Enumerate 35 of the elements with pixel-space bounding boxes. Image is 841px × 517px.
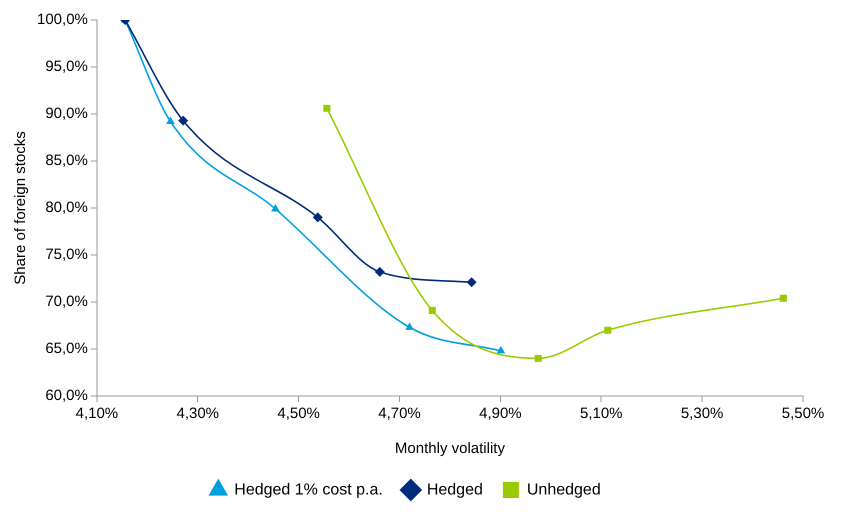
y-axis-title: Share of foreign stocks <box>12 131 30 285</box>
x-tick-label: 5,30% <box>680 405 724 422</box>
point <box>178 116 188 126</box>
point <box>405 322 414 330</box>
y-tick-label: 65,0% <box>45 340 88 358</box>
y-tick-label: 95,0% <box>45 58 88 76</box>
point <box>496 346 506 354</box>
x-tick-label: 5,10% <box>580 405 623 422</box>
legend-label: Hedged <box>426 481 483 498</box>
x-axis-title: Monthly volatility <box>394 440 506 458</box>
x-tick-label: 4,70% <box>378 405 421 422</box>
point <box>428 306 436 314</box>
legend-label: Hedged 1% cost p.a. <box>234 481 383 498</box>
y-tick-label: 80,0% <box>45 199 88 216</box>
point <box>323 104 330 112</box>
point <box>312 212 323 222</box>
point <box>166 116 175 124</box>
y-tick-label: 70,0% <box>45 293 88 310</box>
point <box>604 326 612 334</box>
x-tick-label: 5,50% <box>782 405 824 422</box>
point <box>534 354 542 362</box>
y-tick-label: 100,0% <box>37 11 88 28</box>
point <box>466 277 477 288</box>
legend-label: Unhedged <box>526 481 601 498</box>
y-tick-label: 85,0% <box>45 152 88 170</box>
point <box>271 204 280 212</box>
y-tick-label: 60,0% <box>45 387 88 404</box>
point <box>374 266 385 277</box>
y-tick-label: 90,0% <box>45 105 88 122</box>
x-tick-label: 4,90% <box>479 405 522 422</box>
x-tick-label: 4,50% <box>277 405 320 422</box>
x-tick-label: 4,10% <box>76 405 118 422</box>
y-tick-label: 75,0% <box>45 246 88 264</box>
x-tick-label: 4,30% <box>176 405 220 422</box>
point <box>780 294 787 302</box>
